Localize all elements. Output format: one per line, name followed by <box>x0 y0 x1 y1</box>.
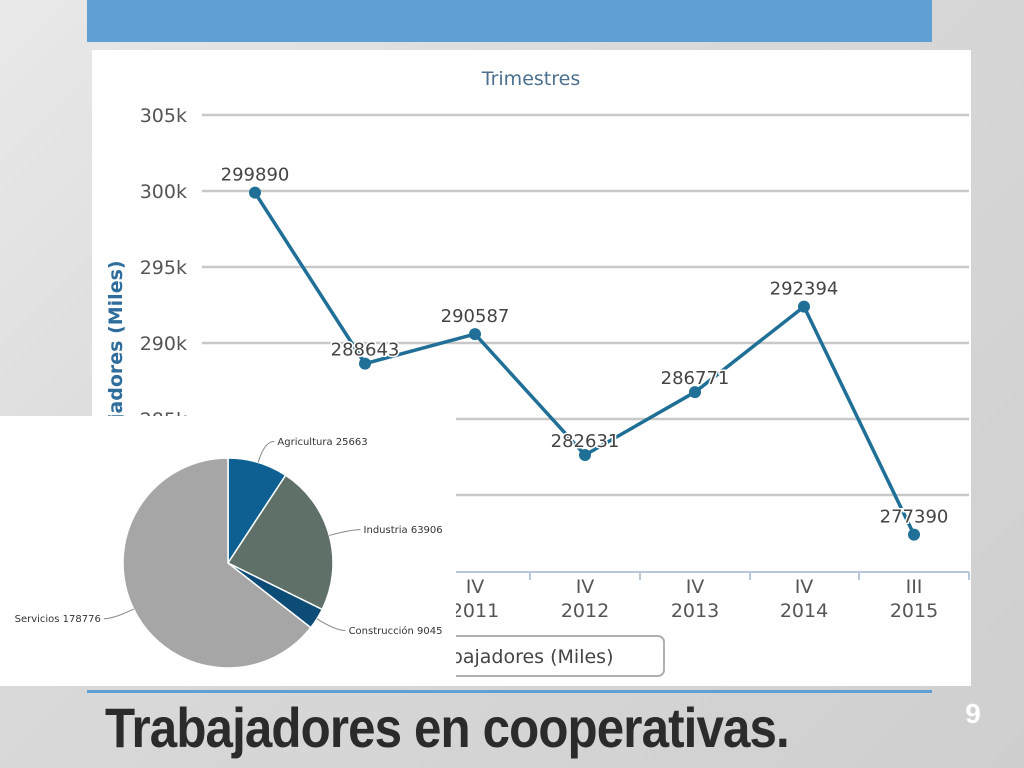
data-label: 288643 <box>331 340 400 361</box>
data-point <box>249 186 261 199</box>
data-point <box>579 449 591 462</box>
pie-label: Agricultura 25663 <box>277 437 367 448</box>
bottom-accent-rule <box>87 690 932 693</box>
pie-label: Construcción 9045 <box>349 625 443 637</box>
x-tick-label: IV <box>795 576 814 598</box>
data-label: 282631 <box>551 431 620 452</box>
x-tick-label: 2012 <box>561 600 609 622</box>
x-tick-label: III <box>906 576 923 598</box>
data-point <box>469 328 481 341</box>
top-accent-bar <box>87 0 932 42</box>
x-tick-label: 2014 <box>780 600 828 622</box>
y-tick-label: 295k <box>140 257 187 279</box>
pie-chart-panel: Agricultura 25663 Industria 63906 Construc… <box>0 416 456 686</box>
data-label: 277390 <box>880 507 949 528</box>
data-point <box>908 528 920 541</box>
pie-leader-line <box>329 529 361 536</box>
data-point <box>359 357 371 370</box>
x-tick-label: 2013 <box>671 600 719 622</box>
legend-label: Trabajadores (Miles) <box>422 646 614 668</box>
x-tick-label: IV <box>576 576 595 598</box>
chart-title: Trimestres <box>481 68 580 90</box>
y-tick-label: 300k <box>140 181 187 203</box>
data-label: 290587 <box>441 306 510 327</box>
x-tick-label: 2015 <box>890 600 938 622</box>
page-number: 9 <box>965 698 981 729</box>
data-label: 292394 <box>770 279 839 300</box>
data-point <box>798 300 810 313</box>
data-label: 286771 <box>661 368 730 389</box>
y-tick-label: 290k <box>140 333 187 355</box>
pie-label: Servicios 178776 <box>15 614 101 625</box>
pie-leader-line <box>103 608 134 620</box>
data-point <box>689 386 701 399</box>
pie-leader-line <box>316 618 346 632</box>
slide-title: Trabajadores en cooperativas. <box>105 696 790 759</box>
line-chart: Trimestres Trabajadores (Miles) 305k 300k 29… <box>105 68 970 677</box>
x-tick-label: IV <box>466 576 485 598</box>
pie-chart: Agricultura 25663 Industria 63906 Construc… <box>15 437 443 669</box>
data-label: 299890 <box>221 165 290 186</box>
x-tick-label: 2011 <box>451 600 499 622</box>
y-tick-label: 305k <box>140 105 187 127</box>
x-tick-label: IV <box>686 576 705 598</box>
pie-label: Industria 63906 <box>364 525 443 536</box>
pie-leader-line <box>257 440 275 463</box>
